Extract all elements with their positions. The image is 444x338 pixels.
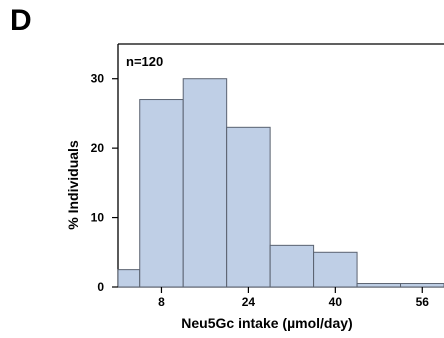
histogram-bar: [356, 283, 402, 288]
histogram-bar: [117, 269, 141, 288]
y-tick-label: 0: [97, 280, 104, 294]
histogram-bar: [226, 126, 271, 288]
panel-letter: D: [10, 4, 32, 37]
histogram-bar: [400, 283, 444, 288]
y-ticks: 0 10 20 30: [91, 72, 118, 294]
histogram-bar: [182, 78, 228, 288]
histogram-bar: [269, 244, 315, 288]
x-axis-label: Neu5Gc intake (µmol/day): [181, 315, 352, 331]
sample-size-annotation: n=120: [126, 54, 163, 69]
x-tick-label: 8: [158, 295, 165, 309]
y-tick-label: 20: [91, 141, 105, 155]
histogram-bars: [117, 78, 444, 288]
histogram-bar: [313, 251, 358, 288]
x-ticks: 8 24 40 56: [158, 287, 429, 309]
y-tick-label: 10: [91, 211, 105, 225]
x-tick-label: 56: [416, 295, 430, 309]
y-axis-label: % Individuals: [65, 140, 81, 230]
y-tick-label: 30: [91, 72, 105, 86]
x-tick-label: 24: [242, 295, 256, 309]
x-tick-label: 40: [329, 295, 343, 309]
histogram-bar: [139, 99, 184, 288]
